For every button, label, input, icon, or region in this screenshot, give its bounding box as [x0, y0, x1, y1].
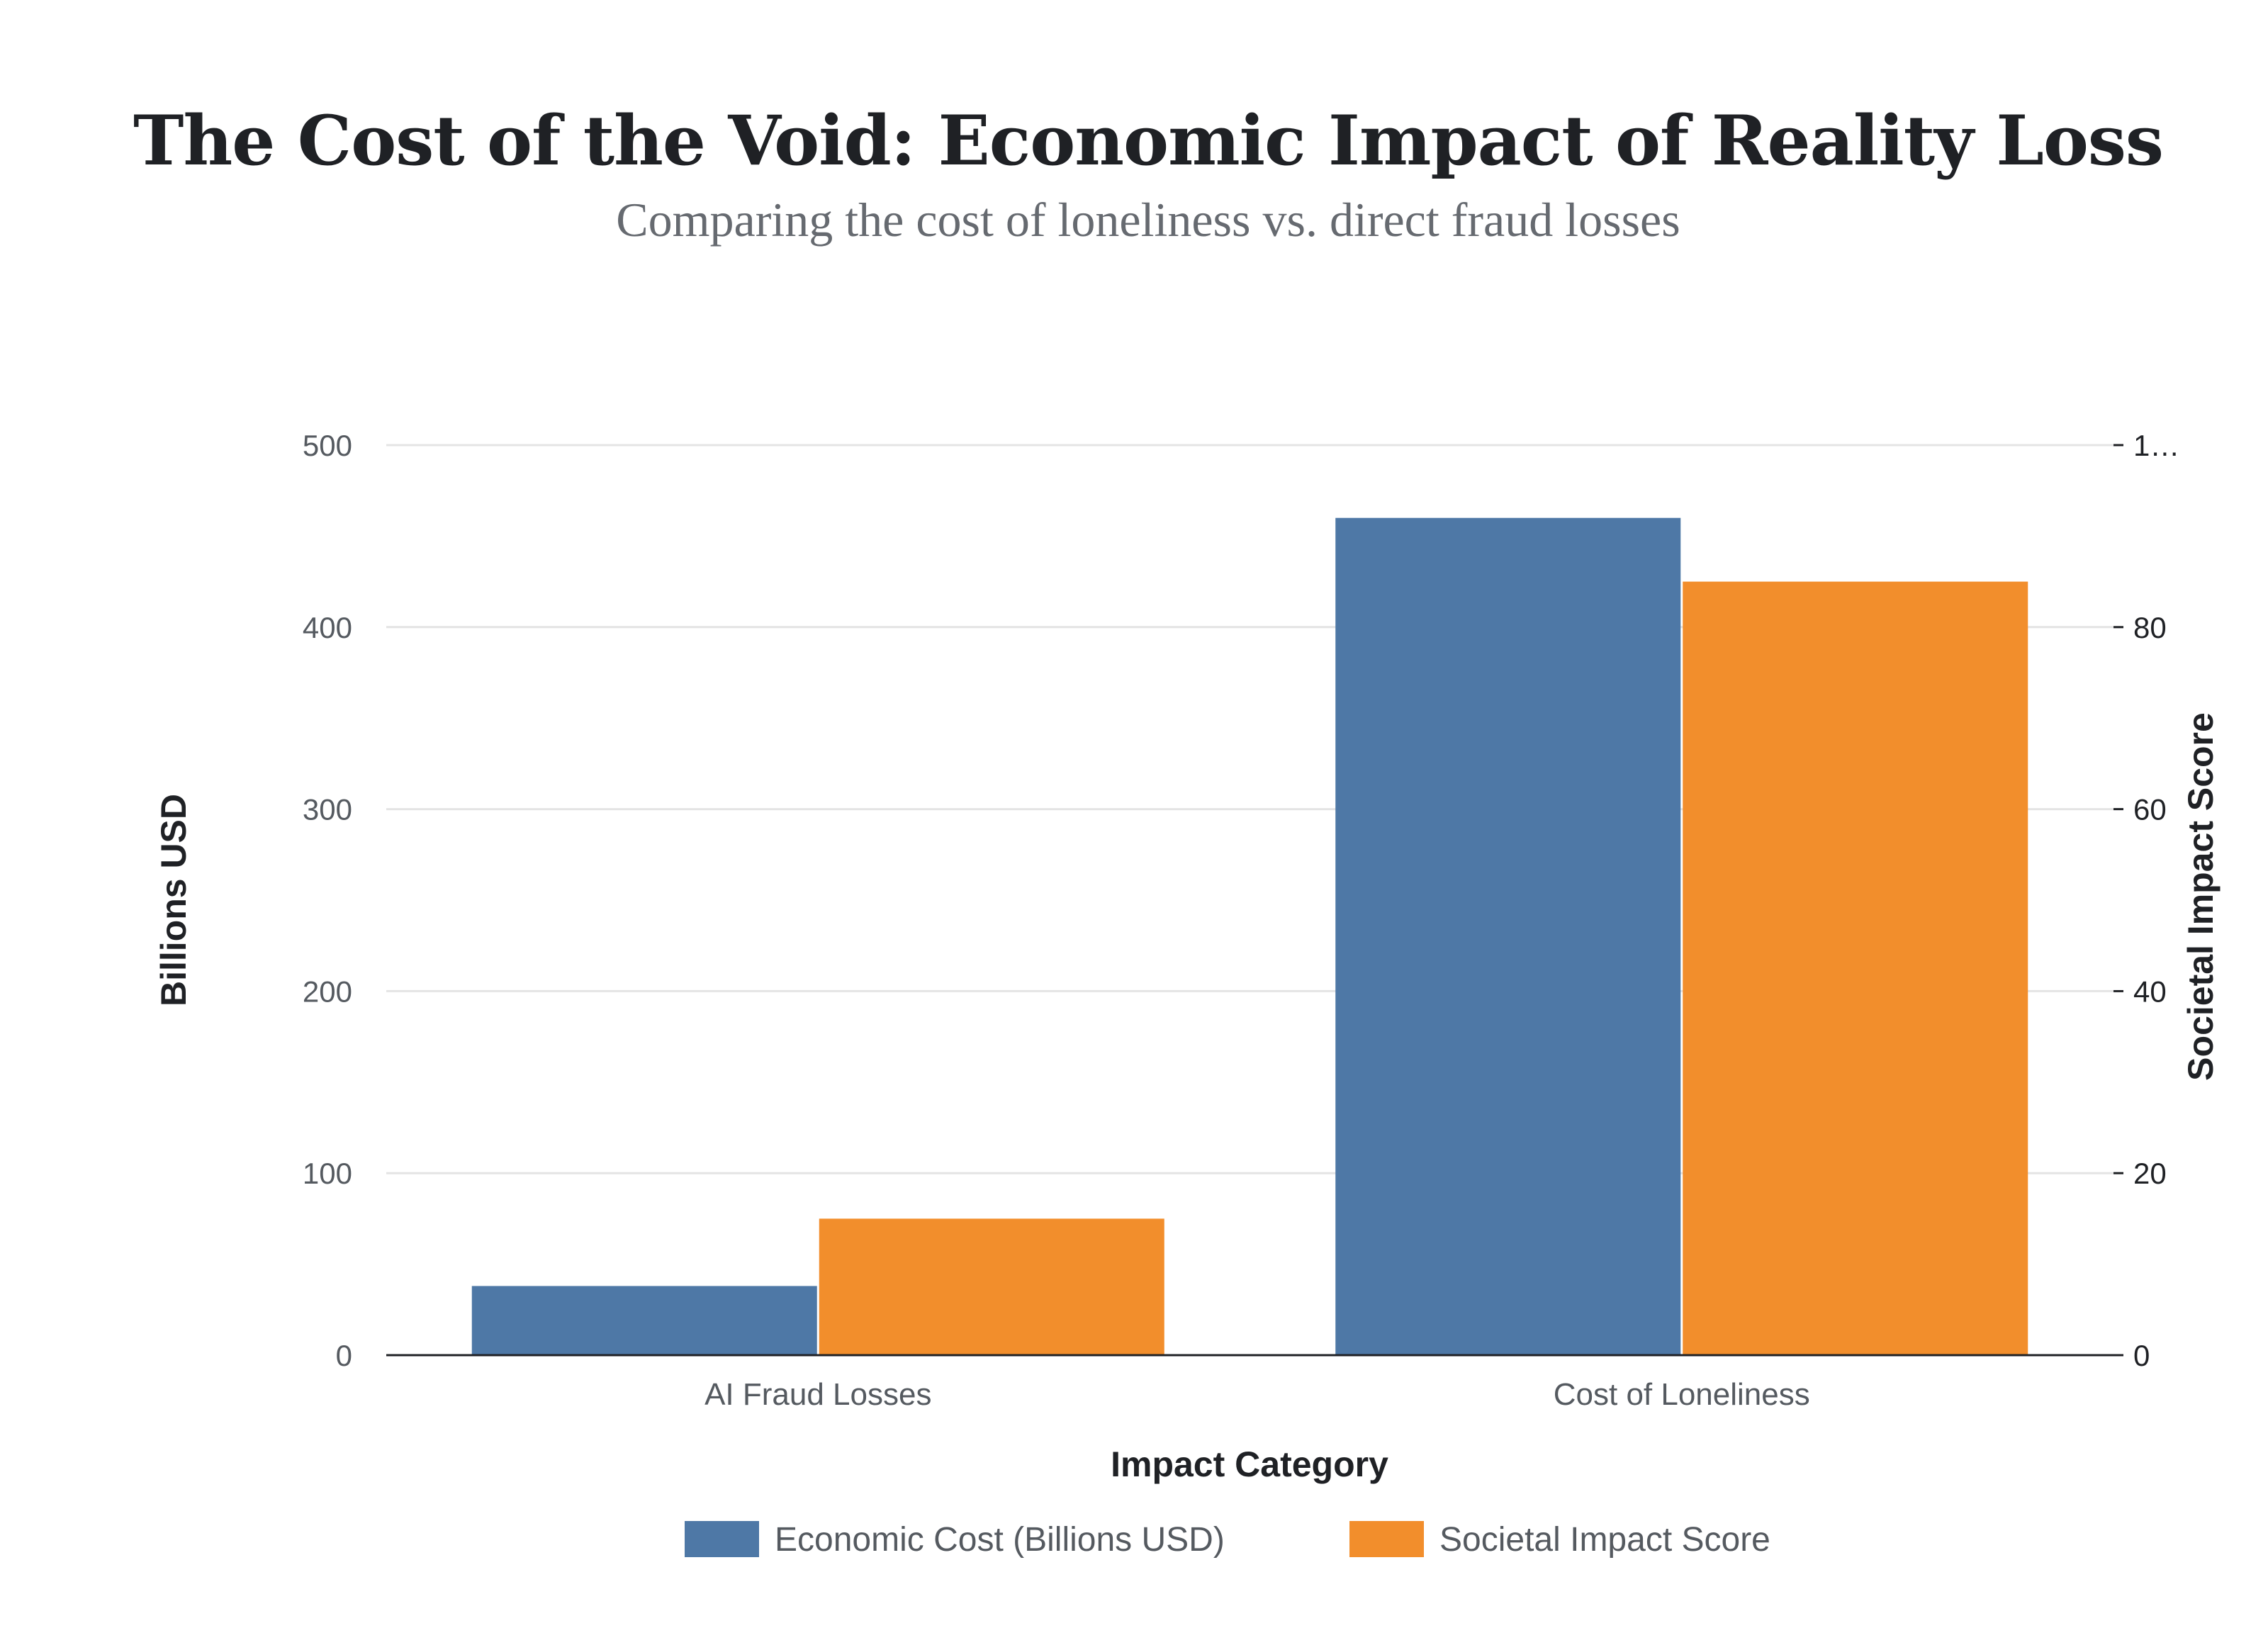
left-axis-ticks: 0 100 200 300 400 500 [303, 429, 352, 1372]
y2-tick-label: 0 [2133, 1339, 2150, 1372]
y2-axis-title: Societal Impact Score [2181, 712, 2221, 1081]
y-tick-label: 400 [303, 611, 352, 644]
x-axis-title: Impact Category [1111, 1444, 1388, 1484]
y-axis-title: Billions USD [154, 794, 193, 1006]
y2-tick-label: 1… [2133, 429, 2179, 462]
chart-title: The Cost of the Void: Economic Impact of… [133, 101, 2163, 181]
legend-swatch [1349, 1521, 1424, 1557]
y2-tick-label: 20 [2133, 1157, 2167, 1190]
y-tick-label: 300 [303, 793, 352, 826]
y-tick-label: 0 [336, 1339, 352, 1372]
category-labels: AI Fraud Losses Cost of Loneliness [704, 1377, 1810, 1412]
y2-tick-label: 60 [2133, 793, 2167, 826]
legend-label: Societal Impact Score [1439, 1521, 1770, 1559]
bar-societal-impact-1 [1683, 581, 2028, 1355]
x-tick-label: AI Fraud Losses [704, 1377, 931, 1412]
x-tick-label: Cost of Loneliness [1554, 1377, 1810, 1412]
y-tick-label: 100 [303, 1157, 352, 1190]
bars [471, 517, 2028, 1355]
y-tick-label: 500 [303, 429, 352, 462]
legend-label: Economic Cost (Billions USD) [775, 1521, 1225, 1559]
legend-swatch [685, 1521, 759, 1557]
right-axis-ticks: 0 20 40 60 80 1… [2113, 429, 2179, 1372]
y-tick-label: 200 [303, 975, 352, 1008]
y2-tick-label: 80 [2133, 611, 2167, 644]
bar-economic-cost-0 [471, 1286, 817, 1355]
chart-subtitle: Comparing the cost of loneliness vs. dir… [616, 193, 1680, 247]
legend: Economic Cost (Billions USD) Societal Imp… [685, 1521, 1770, 1559]
bar-economic-cost-1 [1335, 517, 1681, 1355]
y2-tick-label: 40 [2133, 975, 2167, 1008]
bar-societal-impact-0 [819, 1218, 1164, 1355]
